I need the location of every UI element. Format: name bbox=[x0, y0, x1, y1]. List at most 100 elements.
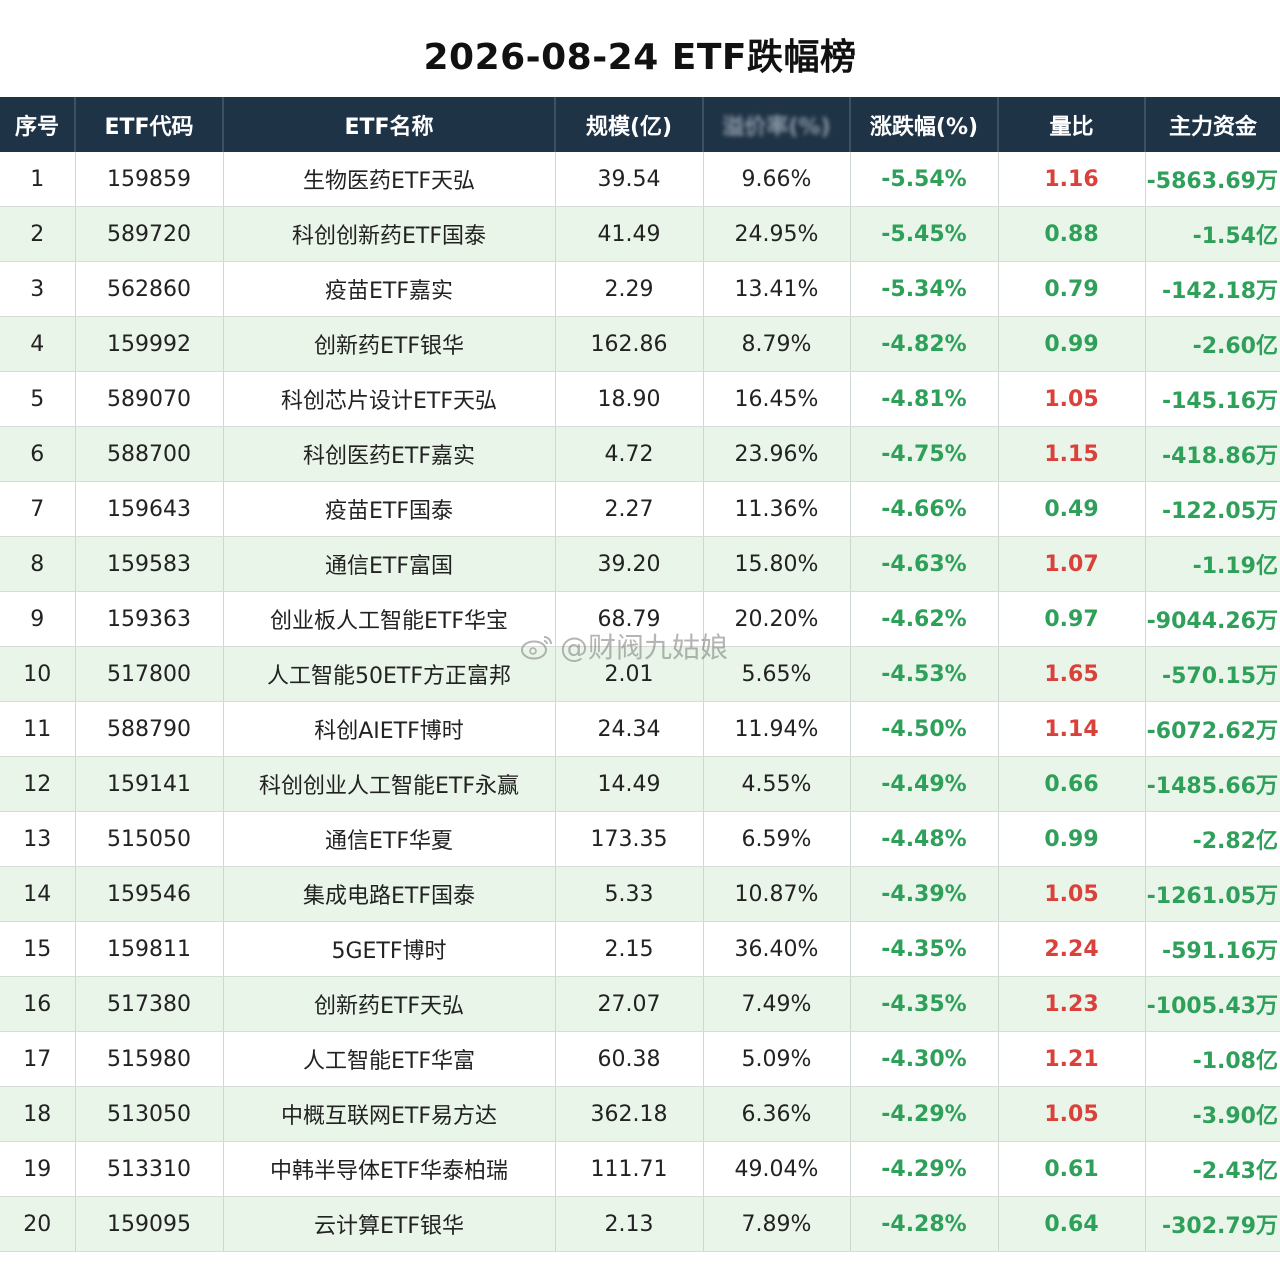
header-premium-label: 溢价率(%) bbox=[722, 114, 831, 140]
cell-change: -4.48% bbox=[849, 811, 998, 867]
cell-name: 疫苗ETF国泰 bbox=[222, 481, 555, 537]
cell-premium: 7.89% bbox=[702, 1196, 850, 1252]
table-row[interactable]: 4 159992 创新药ETF银华 162.86 8.79% -4.82% 0.99 -2.6… bbox=[0, 316, 1280, 372]
header-change[interactable]: 涨跌幅(%) bbox=[849, 97, 998, 152]
table-row[interactable]: 14 159546 集成电路ETF国泰 5.33 10.87% -4.39% 1.05 -12… bbox=[0, 866, 1280, 922]
cell-name: 创业板人工智能ETF华宝 bbox=[222, 591, 555, 647]
table-row[interactable]: 8 159583 通信ETF富国 39.20 15.80% -4.63% 1.07 -1.19… bbox=[0, 536, 1280, 592]
cell-code: 588700 bbox=[74, 426, 223, 482]
cell-scale: 60.38 bbox=[554, 1031, 703, 1087]
header-code[interactable]: ETF代码 bbox=[74, 97, 223, 152]
cell-name: 中韩半导体ETF华泰柏瑞 bbox=[222, 1141, 555, 1197]
cell-main-fund: -3.90亿 bbox=[1144, 1086, 1280, 1142]
cell-change: -4.29% bbox=[849, 1141, 998, 1197]
table-row[interactable]: 12 159141 科创创业人工智能ETF永赢 14.49 4.55% -4.49% 0.6… bbox=[0, 756, 1280, 812]
header-name[interactable]: ETF名称 bbox=[222, 97, 555, 152]
cell-main-fund: -418.86万 bbox=[1144, 426, 1280, 482]
table-row[interactable]: 7 159643 疫苗ETF国泰 2.27 11.36% -4.66% 0.49 -122.0… bbox=[0, 481, 1280, 537]
cell-volume-ratio: 1.16 bbox=[997, 152, 1145, 207]
header-scale[interactable]: 规模(亿) bbox=[554, 97, 703, 152]
cell-premium: 49.04% bbox=[702, 1141, 850, 1197]
table-body: 1 159859 生物医药ETF天弘 39.54 9.66% -5.54% 1.16 -586… bbox=[0, 152, 1280, 1252]
cell-volume-ratio: 1.05 bbox=[997, 866, 1145, 922]
cell-index: 19 bbox=[0, 1141, 75, 1197]
cell-premium: 5.09% bbox=[702, 1031, 850, 1087]
cell-code: 589070 bbox=[74, 371, 223, 427]
cell-scale: 111.71 bbox=[554, 1141, 703, 1197]
cell-premium: 7.49% bbox=[702, 976, 850, 1032]
cell-index: 4 bbox=[0, 316, 75, 372]
cell-change: -4.66% bbox=[849, 481, 998, 537]
table-row[interactable]: 9 159363 创业板人工智能ETF华宝 68.79 20.20% -4.62% 0.97… bbox=[0, 591, 1280, 647]
cell-main-fund: -6072.62万 bbox=[1144, 701, 1280, 757]
table-row[interactable]: 3 562860 疫苗ETF嘉实 2.29 13.41% -5.34% 0.79 -142.1… bbox=[0, 261, 1280, 317]
cell-volume-ratio: 1.07 bbox=[997, 536, 1145, 592]
table-row[interactable]: 6 588700 科创医药ETF嘉实 4.72 23.96% -4.75% 1.15 -418… bbox=[0, 426, 1280, 482]
cell-scale: 68.79 bbox=[554, 591, 703, 647]
cell-volume-ratio: 1.65 bbox=[997, 646, 1145, 702]
cell-change: -4.53% bbox=[849, 646, 998, 702]
cell-index: 13 bbox=[0, 811, 75, 867]
table-row[interactable]: 18 513050 中概互联网ETF易方达 362.18 6.36% -4.29% 1.05… bbox=[0, 1086, 1280, 1142]
cell-index: 18 bbox=[0, 1086, 75, 1142]
cell-code: 159992 bbox=[74, 316, 223, 372]
cell-volume-ratio: 0.49 bbox=[997, 481, 1145, 537]
cell-main-fund: -1.19亿 bbox=[1144, 536, 1280, 592]
cell-change: -4.62% bbox=[849, 591, 998, 647]
header-index[interactable]: 序号 bbox=[0, 97, 75, 152]
cell-premium: 24.95% bbox=[702, 206, 850, 262]
table-row[interactable]: 17 515980 人工智能ETF华富 60.38 5.09% -4.30% 1.21 -1.… bbox=[0, 1031, 1280, 1087]
cell-scale: 362.18 bbox=[554, 1086, 703, 1142]
table-row[interactable]: 2 589720 科创创新药ETF国泰 41.49 24.95% -5.45% 0.88 -1… bbox=[0, 206, 1280, 262]
cell-code: 588790 bbox=[74, 701, 223, 757]
table-row[interactable]: 16 517380 创新药ETF天弘 27.07 7.49% -4.35% 1.23 -100… bbox=[0, 976, 1280, 1032]
cell-premium: 6.36% bbox=[702, 1086, 850, 1142]
page-title: 2026-08-24 ETF跌幅榜 bbox=[423, 37, 857, 78]
table-row[interactable]: 19 513310 中韩半导体ETF华泰柏瑞 111.71 49.04% -4.29% 0.… bbox=[0, 1141, 1280, 1197]
header-volume-ratio[interactable]: 量比 bbox=[997, 97, 1145, 152]
cell-main-fund: -2.82亿 bbox=[1144, 811, 1280, 867]
cell-scale: 4.72 bbox=[554, 426, 703, 482]
table-row[interactable]: 1 159859 生物医药ETF天弘 39.54 9.66% -5.54% 1.16 -586… bbox=[0, 152, 1280, 207]
table-header: 序号 ETF代码 ETF名称 规模(亿) 溢价率(%) 涨跌幅(%) 量比 主力… bbox=[0, 97, 1280, 152]
table-row[interactable]: 5 589070 科创芯片设计ETF天弘 18.90 16.45% -4.81% 1.05-… bbox=[0, 371, 1280, 427]
cell-code: 159811 bbox=[74, 921, 223, 977]
table-row[interactable]: 20 159095 云计算ETF银华 2.13 7.89% -4.28% 0.64 -302.… bbox=[0, 1196, 1280, 1252]
cell-scale: 2.13 bbox=[554, 1196, 703, 1252]
cell-main-fund: -1.08亿 bbox=[1144, 1031, 1280, 1087]
cell-scale: 2.01 bbox=[554, 646, 703, 702]
cell-code: 159363 bbox=[74, 591, 223, 647]
cell-change: -4.35% bbox=[849, 921, 998, 977]
header-main-fund[interactable]: 主力资金 bbox=[1144, 97, 1280, 152]
cell-volume-ratio: 1.15 bbox=[997, 426, 1145, 482]
cell-index: 10 bbox=[0, 646, 75, 702]
table-row[interactable]: 13 515050 通信ETF华夏 173.35 6.59% -4.48% 0.99 -2.8… bbox=[0, 811, 1280, 867]
header-premium[interactable]: 溢价率(%) bbox=[702, 97, 850, 152]
cell-change: -4.81% bbox=[849, 371, 998, 427]
table-row[interactable]: 11 588790 科创AIETF博时 24.34 11.94% -4.50% 1.14 -6… bbox=[0, 701, 1280, 757]
cell-volume-ratio: 1.21 bbox=[997, 1031, 1145, 1087]
cell-main-fund: -122.05万 bbox=[1144, 481, 1280, 537]
cell-volume-ratio: 0.97 bbox=[997, 591, 1145, 647]
cell-name: 云计算ETF银华 bbox=[222, 1196, 555, 1252]
cell-volume-ratio: 0.66 bbox=[997, 756, 1145, 812]
cell-name: 通信ETF富国 bbox=[222, 536, 555, 592]
cell-index: 17 bbox=[0, 1031, 75, 1087]
cell-scale: 24.34 bbox=[554, 701, 703, 757]
cell-name: 生物医药ETF天弘 bbox=[222, 152, 555, 207]
cell-scale: 14.49 bbox=[554, 756, 703, 812]
table-row[interactable]: 15 159811 5GETF博时 2.15 36.40% -4.35% 2.24 -591.… bbox=[0, 921, 1280, 977]
cell-scale: 2.29 bbox=[554, 261, 703, 317]
cell-name: 科创医药ETF嘉实 bbox=[222, 426, 555, 482]
cell-index: 5 bbox=[0, 371, 75, 427]
cell-code: 562860 bbox=[74, 261, 223, 317]
cell-index: 14 bbox=[0, 866, 75, 922]
cell-premium: 9.66% bbox=[702, 152, 850, 207]
cell-change: -5.54% bbox=[849, 152, 998, 207]
cell-change: -4.28% bbox=[849, 1196, 998, 1252]
table-row[interactable]: 10 517800 人工智能50ETF方正富邦 2.01 5.65% -4.53% 1.65… bbox=[0, 646, 1280, 702]
cell-main-fund: -9044.26万 bbox=[1144, 591, 1280, 647]
cell-scale: 162.86 bbox=[554, 316, 703, 372]
cell-scale: 39.20 bbox=[554, 536, 703, 592]
cell-main-fund: -1485.66万 bbox=[1144, 756, 1280, 812]
